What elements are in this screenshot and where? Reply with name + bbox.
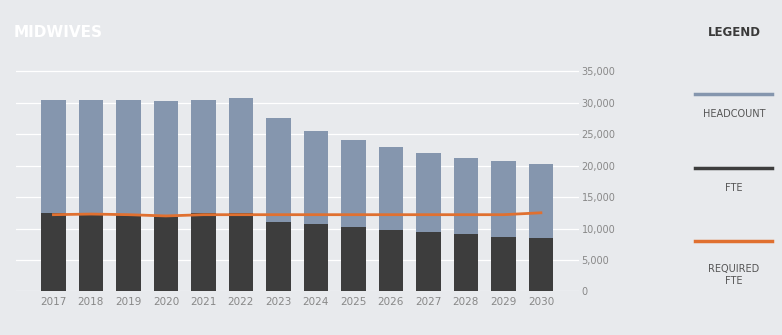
Bar xyxy=(491,161,515,291)
Bar xyxy=(154,217,178,291)
Bar xyxy=(416,153,440,291)
Text: LEGEND: LEGEND xyxy=(708,26,760,39)
Bar xyxy=(303,224,328,291)
Bar xyxy=(303,131,328,291)
Bar xyxy=(192,99,216,291)
Bar xyxy=(341,140,366,291)
Bar xyxy=(266,222,291,291)
Bar xyxy=(41,213,66,291)
Text: MIDWIVES: MIDWIVES xyxy=(13,25,102,40)
Text: FTE: FTE xyxy=(725,183,743,193)
Bar xyxy=(266,118,291,291)
Bar xyxy=(192,213,216,291)
Text: REQUIRED
FTE: REQUIRED FTE xyxy=(708,264,759,285)
Bar xyxy=(378,230,403,291)
Bar xyxy=(416,232,440,291)
Bar xyxy=(117,99,141,291)
Bar xyxy=(454,158,478,291)
Bar xyxy=(228,213,253,291)
Bar xyxy=(378,147,403,291)
Text: HEADCOUNT: HEADCOUNT xyxy=(703,109,765,119)
Bar xyxy=(529,238,553,291)
Bar xyxy=(154,102,178,291)
Bar xyxy=(529,164,553,291)
Bar xyxy=(228,97,253,291)
Bar xyxy=(117,214,141,291)
Bar xyxy=(79,99,103,291)
Bar xyxy=(79,213,103,291)
Bar xyxy=(491,237,515,291)
Bar xyxy=(454,234,478,291)
Bar xyxy=(41,99,66,291)
Bar xyxy=(341,227,366,291)
